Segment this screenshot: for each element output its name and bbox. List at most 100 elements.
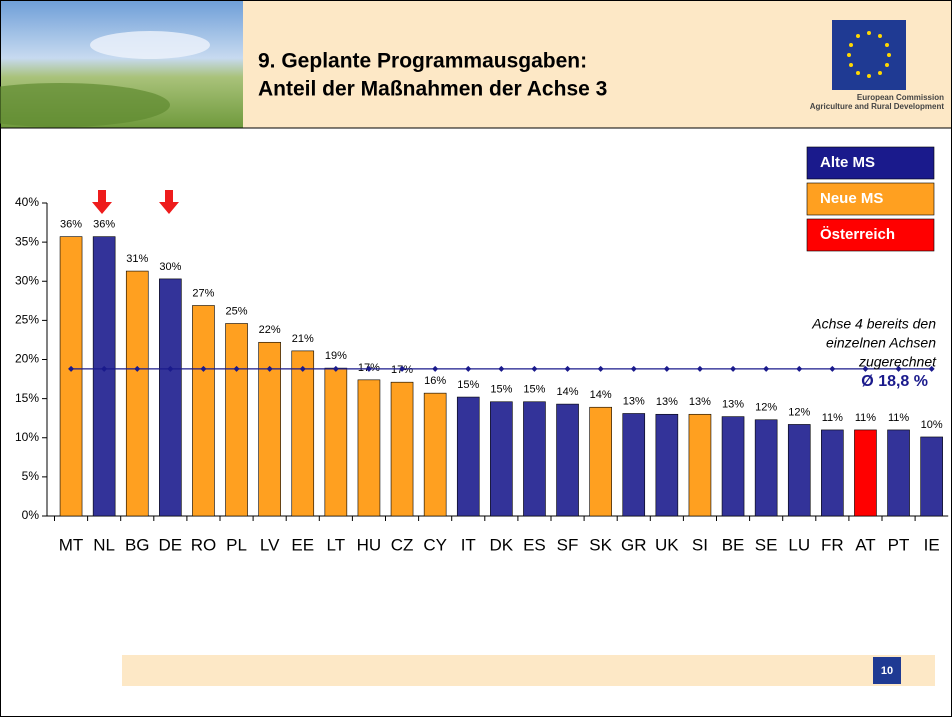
value-label: 21%: [292, 333, 314, 345]
x-tick-label: PT: [888, 535, 910, 554]
value-label: 25%: [226, 305, 248, 317]
x-tick-label: EE: [291, 535, 314, 554]
bar: [921, 437, 943, 516]
legend-label: Alte MS: [820, 154, 875, 171]
value-label: 12%: [788, 406, 810, 418]
x-tick-label: SE: [755, 535, 778, 554]
bar: [424, 393, 446, 516]
value-label: 13%: [623, 395, 645, 407]
value-label: 11%: [888, 412, 909, 424]
reference-label: Ø 18,8 %: [861, 373, 928, 390]
bar: [821, 430, 843, 516]
x-tick-label: ES: [523, 535, 546, 554]
y-tick-label: 0%: [22, 508, 40, 522]
value-label: 14%: [590, 389, 612, 401]
bar: [292, 351, 314, 516]
x-tick-label: UK: [655, 535, 679, 554]
bar: [192, 306, 214, 516]
x-tick-label: HU: [357, 535, 382, 554]
bar: [755, 420, 777, 516]
cloud: [90, 31, 210, 59]
annotation: Achse 4 bereits den: [811, 316, 936, 332]
x-tick-label: DE: [159, 535, 183, 554]
bar: [126, 271, 148, 516]
slide: 9. Geplante Programmausgaben: Anteil der…: [0, 0, 952, 717]
bar: [854, 430, 876, 516]
value-label: 15%: [523, 384, 545, 396]
value-label: 30%: [159, 261, 181, 273]
title-line: 9. Geplante Programmausgaben:: [258, 50, 587, 73]
bar: [226, 324, 248, 516]
page-number: 10: [881, 665, 893, 677]
x-tick-label: BE: [722, 535, 745, 554]
y-tick-label: 35%: [15, 234, 39, 248]
bar: [557, 404, 579, 516]
bar: [788, 424, 810, 516]
x-tick-label: NL: [93, 535, 115, 554]
value-label: 27%: [192, 287, 214, 299]
bar: [358, 380, 380, 516]
legend-label: Österreich: [820, 226, 895, 243]
bar: [391, 382, 413, 516]
bar: [888, 430, 910, 516]
value-label: 14%: [557, 386, 579, 398]
x-tick-label: LV: [260, 535, 280, 554]
logo-text: European Commission: [857, 93, 944, 102]
eu-flag: [832, 20, 906, 90]
legend-label: Neue MS: [820, 190, 883, 207]
x-tick-label: CZ: [391, 535, 414, 554]
value-label: 15%: [490, 384, 512, 396]
x-tick-label: PL: [226, 535, 247, 554]
x-tick-label: DK: [490, 535, 514, 554]
bar: [93, 237, 115, 516]
bar: [623, 413, 645, 516]
value-label: 10%: [921, 419, 943, 431]
x-tick-label: MT: [59, 535, 84, 554]
y-tick-label: 30%: [15, 273, 39, 287]
y-tick-label: 10%: [15, 430, 39, 444]
x-tick-label: IE: [924, 535, 940, 554]
annotation: zugerechnet: [858, 354, 937, 370]
value-label: 11%: [822, 412, 843, 424]
bar: [590, 407, 612, 516]
x-tick-label: RO: [191, 535, 217, 554]
value-label: 11%: [855, 412, 876, 424]
bar: [656, 414, 678, 516]
value-label: 36%: [93, 219, 115, 231]
x-tick-label: IT: [461, 535, 476, 554]
bar: [60, 237, 82, 516]
value-label: 12%: [755, 402, 777, 414]
bar: [689, 414, 711, 516]
x-tick-label: SI: [692, 535, 708, 554]
footer-band: [122, 655, 935, 686]
value-label: 22%: [259, 324, 281, 336]
x-tick-label: CY: [423, 535, 447, 554]
x-tick-label: GR: [621, 535, 647, 554]
x-tick-label: SF: [557, 535, 579, 554]
y-tick-label: 5%: [22, 469, 40, 483]
x-tick-label: LU: [788, 535, 810, 554]
y-tick-label: 15%: [15, 391, 39, 405]
value-label: 31%: [126, 253, 148, 265]
value-label: 13%: [722, 399, 744, 411]
value-label: 15%: [457, 379, 479, 391]
value-label: 36%: [60, 219, 82, 231]
x-tick-label: SK: [589, 535, 612, 554]
value-label: 13%: [656, 396, 678, 408]
bar: [490, 402, 512, 516]
value-label: 13%: [689, 396, 711, 408]
bar: [722, 417, 744, 516]
annotation: einzelnen Achsen: [826, 335, 936, 351]
logo-text: Agriculture and Rural Development: [810, 102, 945, 111]
value-label: 16%: [424, 375, 446, 387]
bar: [325, 368, 347, 516]
bar: [159, 279, 181, 516]
y-tick-label: 25%: [15, 313, 39, 327]
bar: [457, 397, 479, 516]
x-tick-label: FR: [821, 535, 844, 554]
value-label: 19%: [325, 350, 347, 362]
title-line: Anteil der Maßnahmen der Achse 3: [258, 78, 607, 101]
x-tick-label: AT: [855, 535, 875, 554]
bar: [523, 402, 545, 516]
y-tick-label: 40%: [15, 195, 39, 209]
